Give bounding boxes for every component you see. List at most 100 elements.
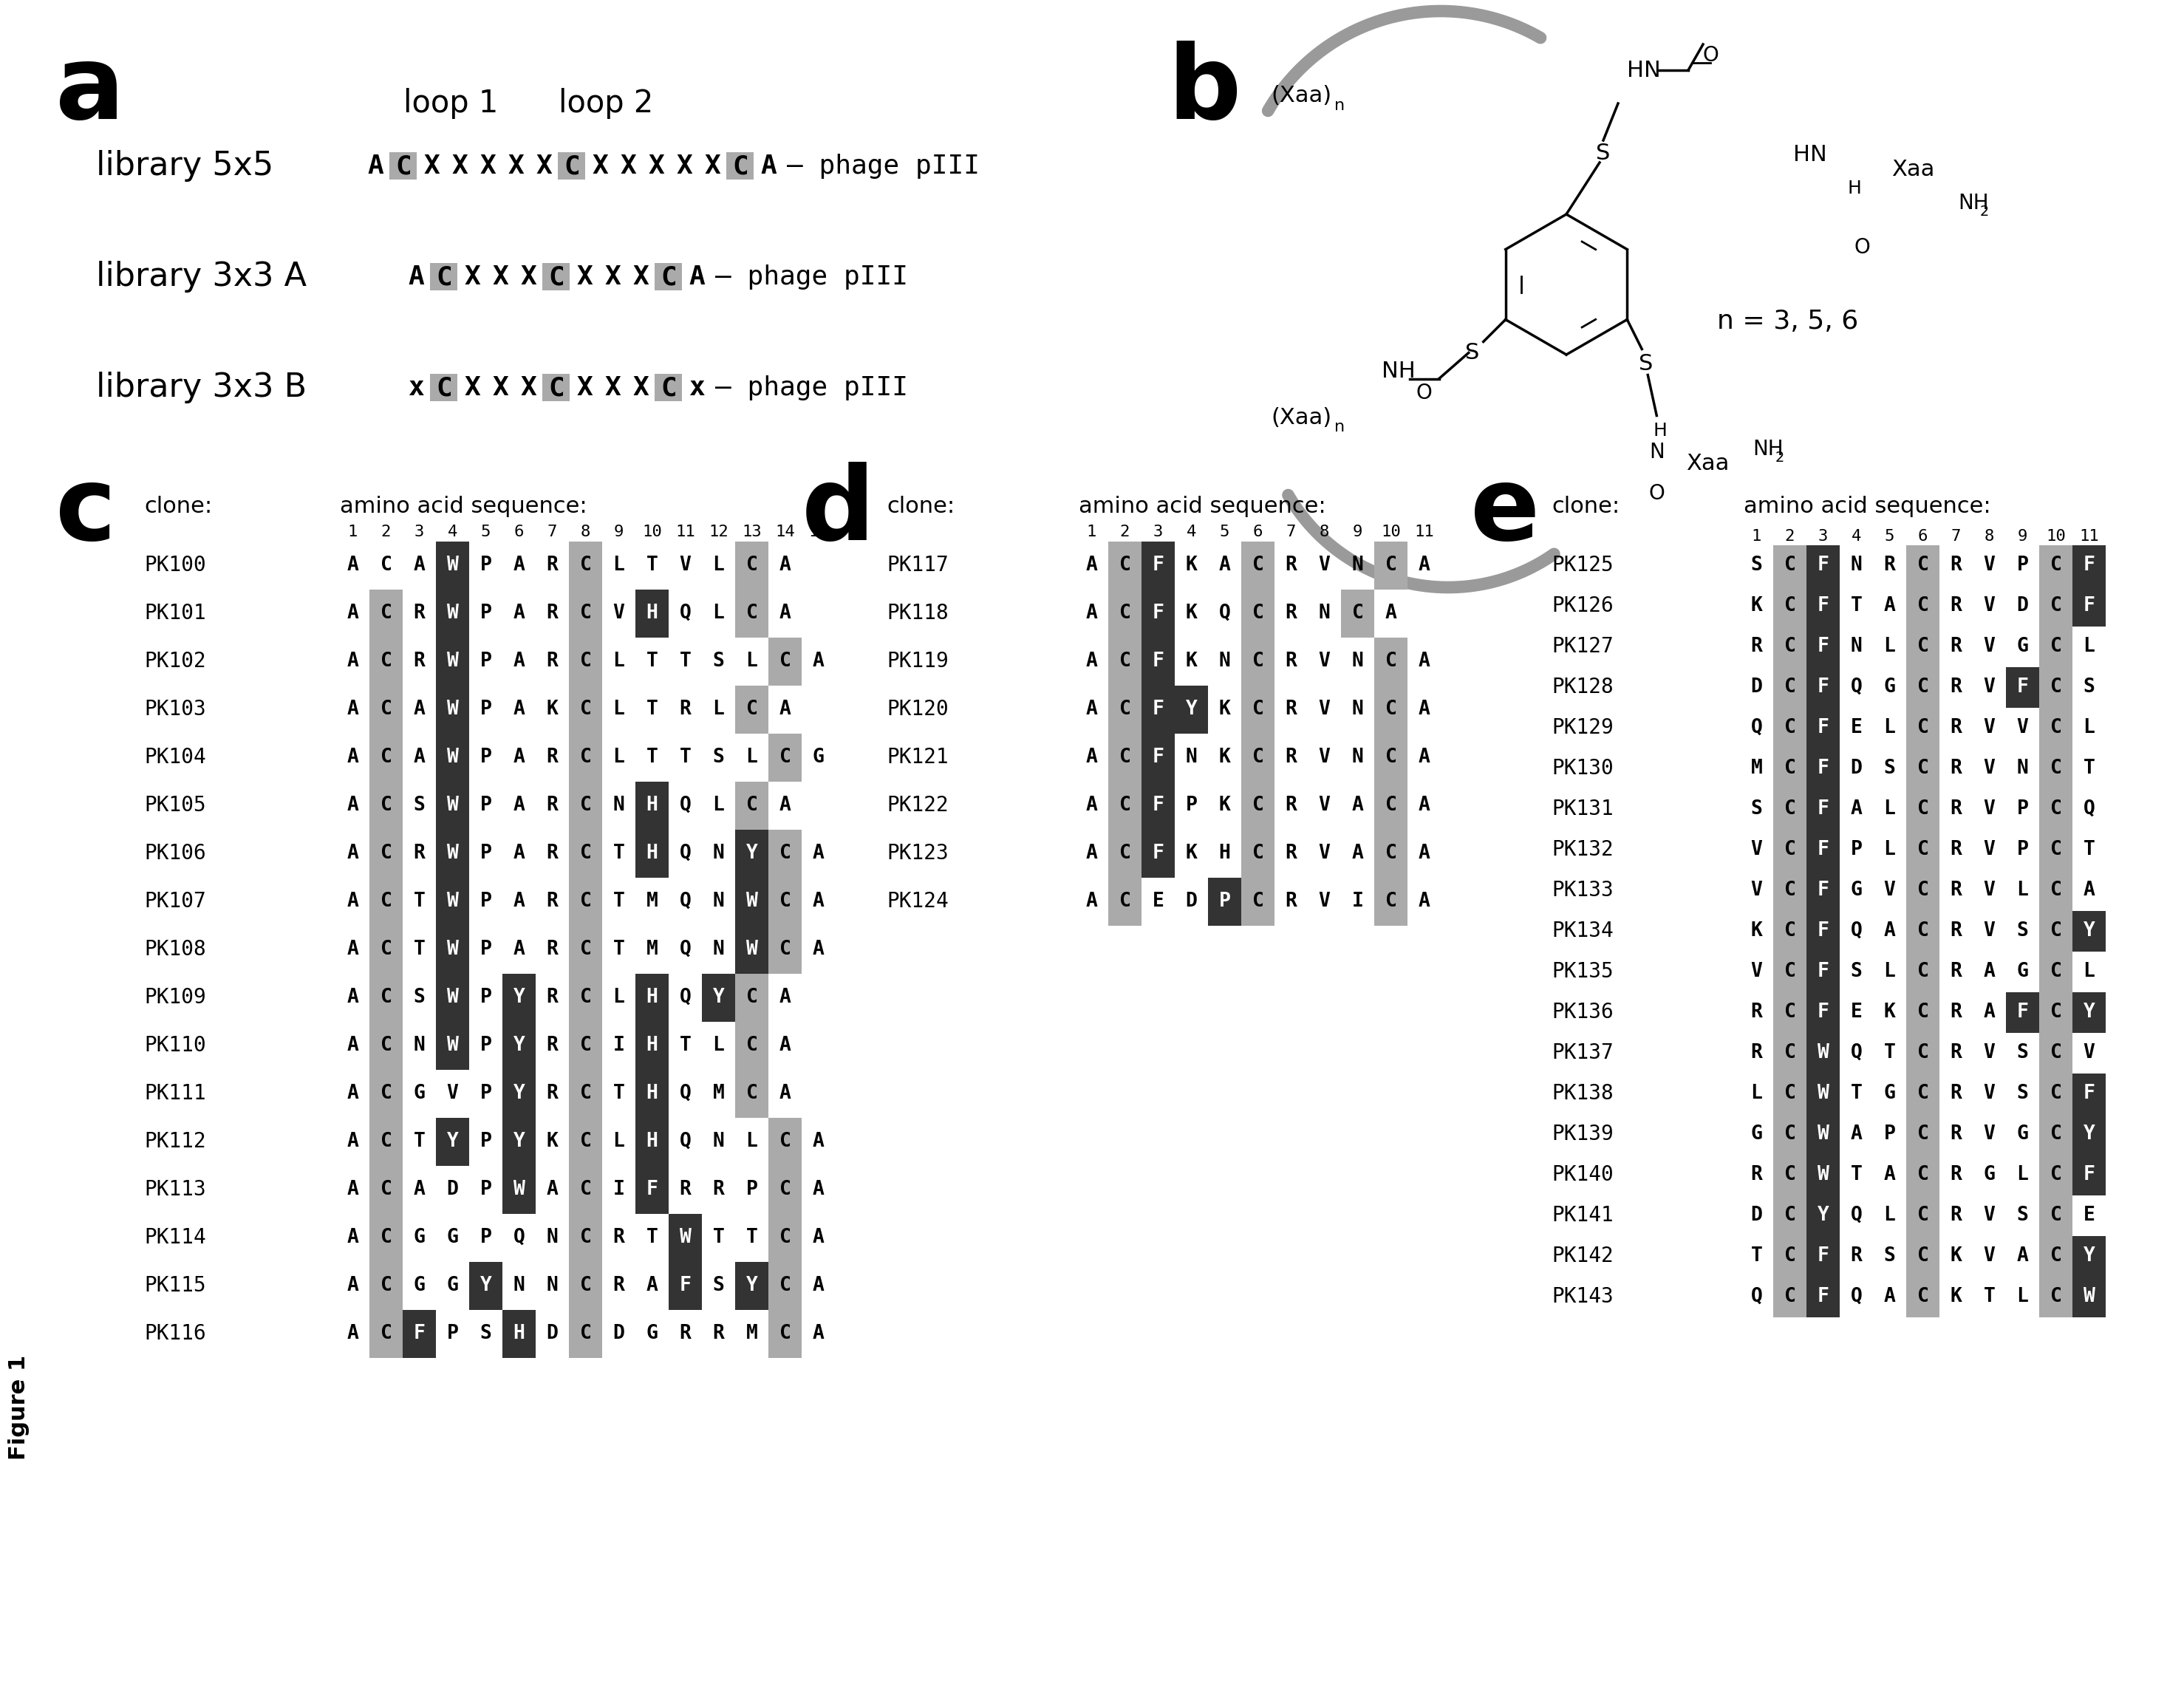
Text: C: C <box>1385 795 1398 816</box>
Text: C: C <box>780 748 791 766</box>
Text: R: R <box>1950 678 1961 697</box>
Text: PK127: PK127 <box>1551 637 1614 657</box>
Text: A: A <box>780 1035 791 1056</box>
Text: PK121: PK121 <box>887 748 948 768</box>
Text: N: N <box>712 892 725 911</box>
Text: G: G <box>1983 1165 1996 1184</box>
Text: L: L <box>712 603 725 623</box>
Text: Y: Y <box>2084 1003 2094 1022</box>
Text: G: G <box>1885 678 1896 697</box>
Bar <box>1806 870 1839 911</box>
Text: PK136: PK136 <box>1551 1001 1614 1022</box>
Text: c: c <box>55 462 116 562</box>
Text: C: C <box>1784 678 1795 697</box>
Text: Q: Q <box>1850 921 1863 940</box>
Bar <box>1806 1114 1839 1155</box>
Text: G: G <box>2016 962 2029 981</box>
Text: V: V <box>1983 1044 1996 1063</box>
Text: L: L <box>1885 840 1896 860</box>
Bar <box>369 1022 402 1069</box>
Text: C: C <box>1251 652 1265 671</box>
Bar <box>2040 1032 2073 1073</box>
Text: C: C <box>579 1132 592 1151</box>
Text: R: R <box>1752 1044 1762 1063</box>
Text: C: C <box>1118 843 1131 863</box>
Text: S: S <box>1850 962 1863 981</box>
Text: H: H <box>646 1083 657 1104</box>
Bar <box>502 1165 535 1214</box>
Text: W: W <box>1817 1044 1828 1063</box>
Bar <box>2040 1236 2073 1276</box>
Text: 2: 2 <box>1120 525 1129 538</box>
Text: R: R <box>1284 748 1297 766</box>
Text: C: C <box>1784 1287 1795 1306</box>
Bar <box>1907 1073 1939 1114</box>
Text: C: C <box>1385 843 1398 863</box>
Bar <box>636 782 668 829</box>
Text: C: C <box>1918 1287 1928 1306</box>
Text: P: P <box>2016 840 2029 860</box>
Text: C: C <box>380 555 391 576</box>
Bar <box>736 829 769 877</box>
Text: amino acid sequence:: amino acid sequence: <box>341 496 587 516</box>
Bar <box>1806 991 1839 1032</box>
Text: P: P <box>2016 555 2029 576</box>
Text: Q: Q <box>1752 1287 1762 1306</box>
Text: C: C <box>780 940 791 959</box>
Text: PK109: PK109 <box>144 988 205 1008</box>
Text: C: C <box>1385 700 1398 719</box>
Bar <box>1773 1196 1806 1236</box>
Text: 10: 10 <box>2046 530 2066 545</box>
Text: K: K <box>1219 700 1230 719</box>
Text: A: A <box>760 153 778 179</box>
Text: T: T <box>646 555 657 576</box>
Text: PK142: PK142 <box>1551 1245 1614 1267</box>
Text: R: R <box>546 892 559 911</box>
Bar <box>1241 734 1275 782</box>
Text: C: C <box>548 264 563 290</box>
Text: 3: 3 <box>1153 525 1164 538</box>
Text: C: C <box>380 1132 391 1151</box>
Text: C: C <box>380 795 391 816</box>
Text: A: A <box>347 652 358 671</box>
Text: F: F <box>1817 1287 1828 1306</box>
Text: X: X <box>520 375 537 400</box>
Text: L: L <box>614 1132 625 1151</box>
Bar <box>402 1310 437 1357</box>
Text: R: R <box>1284 795 1297 816</box>
Bar <box>1241 829 1275 877</box>
Bar <box>769 1214 802 1262</box>
Text: N: N <box>1352 748 1363 766</box>
Text: Q: Q <box>1850 1044 1863 1063</box>
Text: S: S <box>712 748 725 766</box>
Text: A: A <box>1983 1003 1996 1022</box>
Text: T: T <box>1752 1247 1762 1265</box>
Text: H: H <box>646 988 657 1006</box>
Bar <box>568 782 603 829</box>
Text: F: F <box>2016 678 2029 697</box>
Text: HN: HN <box>1627 60 1660 82</box>
Text: W: W <box>448 652 459 671</box>
Text: R: R <box>679 1323 690 1344</box>
Bar <box>1773 586 1806 627</box>
Text: A: A <box>546 1180 559 1199</box>
Bar <box>1806 911 1839 952</box>
Text: P: P <box>480 892 491 911</box>
Text: A: A <box>780 700 791 719</box>
Text: G: G <box>413 1276 426 1296</box>
Text: T: T <box>712 1228 725 1247</box>
Text: PK108: PK108 <box>144 938 205 960</box>
Text: PK140: PK140 <box>1551 1165 1614 1185</box>
Bar <box>736 1069 769 1117</box>
Text: C: C <box>380 1035 391 1056</box>
Text: R: R <box>546 940 559 959</box>
Text: C: C <box>780 892 791 911</box>
Text: – phage pIII: – phage pIII <box>714 375 909 400</box>
Text: S: S <box>712 652 725 671</box>
Bar <box>2040 911 2073 952</box>
Text: C: C <box>1118 700 1131 719</box>
Text: loop 1: loop 1 <box>404 89 498 119</box>
Text: X: X <box>463 375 480 400</box>
Text: C: C <box>1918 678 1928 697</box>
Text: C: C <box>579 1323 592 1344</box>
